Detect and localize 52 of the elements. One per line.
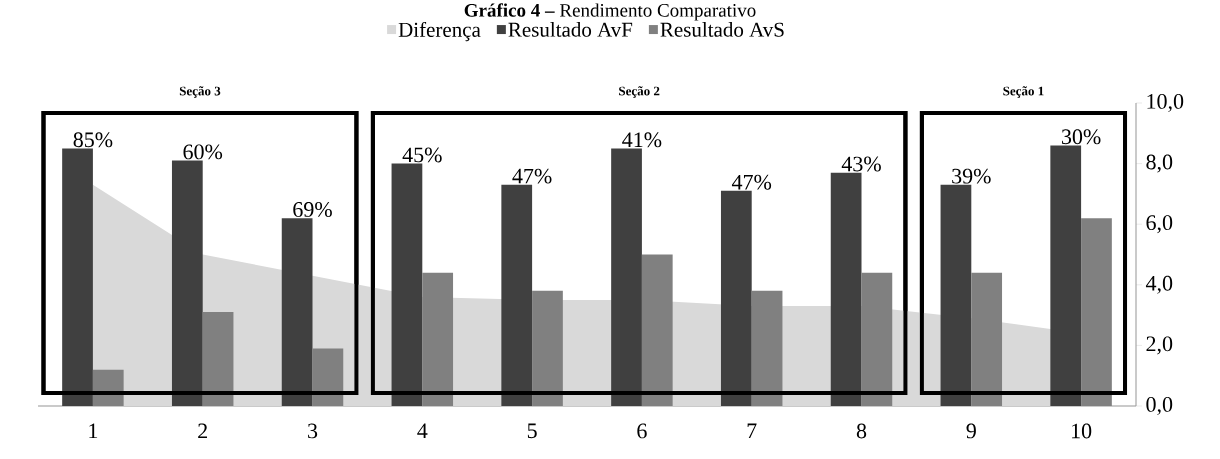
bar bbox=[971, 272, 1003, 406]
x-tick-label: 6 bbox=[637, 423, 647, 439]
band-label: Seção 3 bbox=[179, 86, 221, 98]
y-tick-label: 8,0 bbox=[1146, 154, 1173, 173]
bar bbox=[501, 184, 533, 406]
x-tick-label: 4 bbox=[417, 423, 428, 439]
legend-label: Resultado AvF bbox=[508, 22, 633, 37]
bar bbox=[720, 190, 752, 406]
bar bbox=[751, 290, 783, 406]
bar bbox=[1081, 218, 1112, 406]
bar bbox=[391, 163, 423, 406]
legend-label: Resultado AvS bbox=[660, 22, 784, 37]
annotation: 39% bbox=[952, 168, 991, 184]
annotation: 47% bbox=[512, 168, 552, 184]
y-tick-label: 0,0 bbox=[1146, 396, 1173, 416]
annotation: 85% bbox=[73, 132, 113, 148]
annotation: 30% bbox=[1061, 129, 1101, 145]
y-tick-label: 10,0 bbox=[1147, 93, 1184, 113]
legend-label: Diferença bbox=[398, 21, 481, 42]
chart-title: Gráfico 4 – Rendimento Comparativo bbox=[464, 3, 756, 21]
bar bbox=[940, 184, 972, 406]
annotation: 47% bbox=[731, 174, 772, 190]
bar bbox=[611, 148, 642, 406]
annotation: 60% bbox=[183, 144, 223, 160]
x-tick-label: 5 bbox=[527, 423, 537, 439]
bar bbox=[422, 272, 454, 406]
band-label: Seção 2 bbox=[619, 86, 660, 98]
x-tick-label: 10 bbox=[1072, 423, 1092, 439]
bar bbox=[312, 348, 344, 406]
y-tick-label: 2,0 bbox=[1146, 336, 1173, 355]
x-tick-label: 3 bbox=[308, 423, 318, 439]
bar bbox=[830, 172, 862, 406]
bar bbox=[641, 254, 673, 406]
x-tick-label: 8 bbox=[856, 423, 867, 439]
annotation: 45% bbox=[402, 147, 442, 163]
annotation: 41% bbox=[622, 132, 662, 148]
bar bbox=[171, 160, 203, 406]
bar bbox=[1050, 145, 1082, 406]
band-label: Seção 1 bbox=[1003, 86, 1044, 98]
bar bbox=[861, 272, 893, 406]
x-tick-label: 7 bbox=[747, 423, 757, 438]
bar bbox=[202, 312, 234, 406]
bar bbox=[62, 148, 93, 406]
y-tick-label: 4,0 bbox=[1145, 275, 1173, 294]
annotation: 69% bbox=[293, 202, 332, 217]
x-tick-label: 2 bbox=[198, 423, 207, 439]
x-tick-label: 9 bbox=[966, 423, 976, 439]
x-tick-label: 1 bbox=[89, 423, 98, 439]
annotation: 43% bbox=[841, 156, 881, 172]
bar bbox=[532, 290, 563, 406]
bar bbox=[281, 218, 313, 406]
y-tick-label: 6,0 bbox=[1146, 215, 1173, 234]
